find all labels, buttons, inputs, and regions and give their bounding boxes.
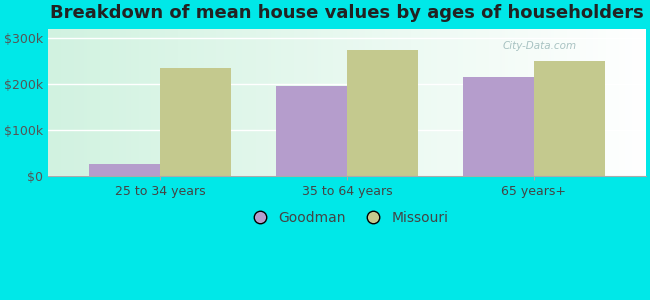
Bar xyxy=(534,61,604,176)
Bar xyxy=(89,164,160,176)
Bar xyxy=(347,50,418,176)
Bar xyxy=(160,68,231,176)
Bar xyxy=(463,77,534,176)
Bar xyxy=(276,86,347,176)
Legend: Goodman, Missouri: Goodman, Missouri xyxy=(240,205,454,230)
Text: City-Data.com: City-Data.com xyxy=(502,41,577,51)
Title: Breakdown of mean house values by ages of householders: Breakdown of mean house values by ages o… xyxy=(50,4,644,22)
